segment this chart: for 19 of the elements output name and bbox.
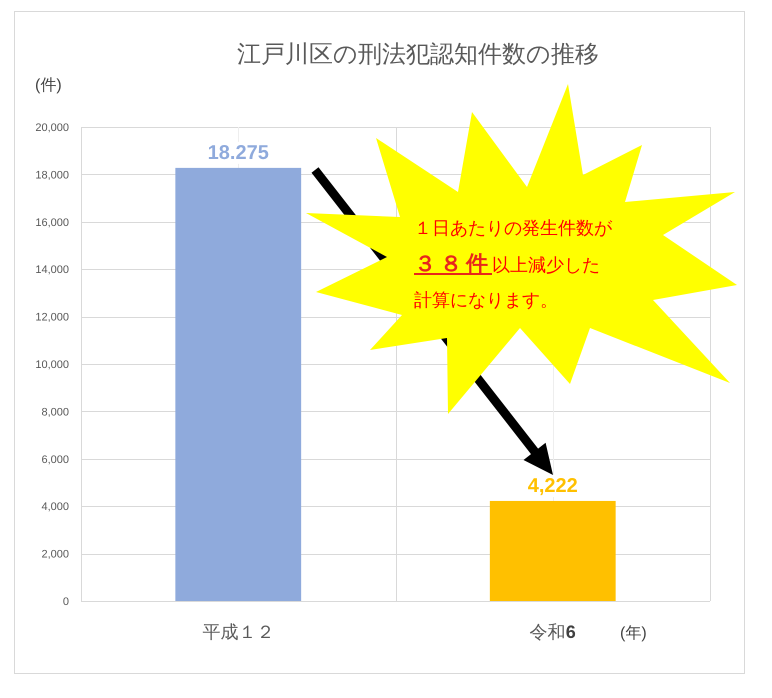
value-label: 4,222	[528, 474, 578, 497]
ytick: 0	[62, 596, 69, 608]
ytick: 8,000	[41, 406, 69, 418]
annotation: 18.275	[208, 142, 269, 164]
annotation: １日あたりの発生件数が３８件以上減少した計算になります。	[414, 217, 614, 312]
ytick: 4,000	[41, 501, 69, 514]
category: 平成１２	[202, 622, 274, 642]
ytick: 14,000	[35, 264, 69, 276]
ytick: 20,000	[35, 122, 69, 134]
ytick: 18,000	[35, 169, 69, 182]
ytick: 6,000	[41, 454, 69, 466]
ytick: 12,000	[35, 312, 69, 324]
title: 江戸川区の刑法犯認知件数の推移	[237, 41, 599, 68]
ytick: 2,000	[41, 548, 69, 561]
xlabel: (年)	[620, 625, 647, 642]
ylabel: (件)	[35, 77, 62, 94]
category: 令和6	[530, 622, 576, 642]
ytick: 16,000	[35, 216, 69, 229]
ytick: 10,000	[35, 359, 69, 371]
